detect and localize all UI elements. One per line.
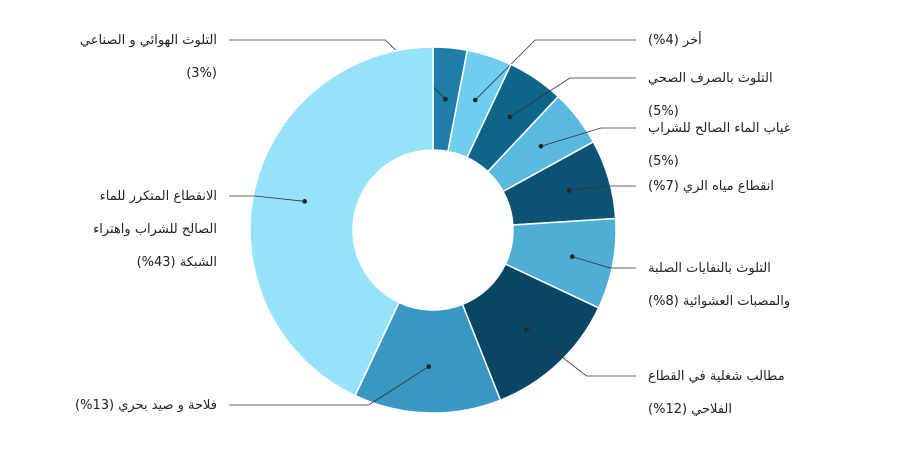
- slice-label: التلوث بالصرف الصحي (5%): [648, 62, 773, 128]
- leader-line: [569, 185, 636, 191]
- slice-label-line: والمصبات العشوائية (8%): [648, 294, 791, 309]
- slice-label-line: مطالب شغلية في القطاع: [648, 369, 785, 384]
- slice-label-line: الانقطاع المتكرر للماء: [99, 189, 217, 204]
- slice-label: مطالب شغلية في القطاع الفلاحي (12%): [648, 360, 785, 426]
- slice-label-line: أخر (4%): [648, 33, 702, 48]
- slice-label: الانقطاع المتكرر للماء الصالح للشراب واهت…: [93, 180, 217, 279]
- slice-label: انقطاع مياه الري (7%): [648, 170, 774, 203]
- slice-label-line: التلوث الهوائي و الصناعي: [79, 33, 217, 48]
- leader-line: [229, 366, 429, 406]
- slice-label: غياب الماء الصالح للشراب (5%): [648, 112, 791, 178]
- slice-label-line: الفلاحي (12%): [648, 402, 732, 417]
- donut-slice: [354, 301, 502, 414]
- leader-line: [526, 329, 636, 377]
- slice-label-line: انقطاع مياه الري (7%): [648, 179, 774, 194]
- slice-label-line: (5%): [648, 104, 679, 119]
- slice-label-line: التلوث بالصرف الصحي: [648, 71, 773, 86]
- slice-label-line: (3%): [186, 66, 217, 81]
- slice-label-line: التلوث بالنفايات الصلبة: [648, 261, 771, 276]
- slice-label-line: (5%): [648, 154, 679, 169]
- slice-label-line: غياب الماء الصالح للشراب: [648, 121, 791, 136]
- slice-label-line: فلاحة و صيد بحري (13%): [75, 398, 217, 413]
- slice-label: أخر (4%): [648, 24, 702, 57]
- leader-line: [229, 195, 305, 202]
- slice-label: التلوث الهوائي و الصناعي (3%): [80, 24, 217, 90]
- leader-line: [572, 256, 636, 269]
- donut-slice: [249, 46, 434, 397]
- slice-label-line: الصالح للشراب واهتراء: [93, 222, 217, 237]
- leader-line: [509, 77, 636, 118]
- slice-label: التلوث بالنفايات الصلبة والمصبات العشوائي…: [648, 252, 790, 318]
- slice-label-line: الشبكة (43%): [136, 255, 217, 270]
- slice-label: فلاحة و صيد بحري (13%): [75, 389, 217, 422]
- leader-line: [540, 127, 636, 147]
- leader-line: [474, 39, 636, 101]
- leader-dot: [426, 364, 432, 369]
